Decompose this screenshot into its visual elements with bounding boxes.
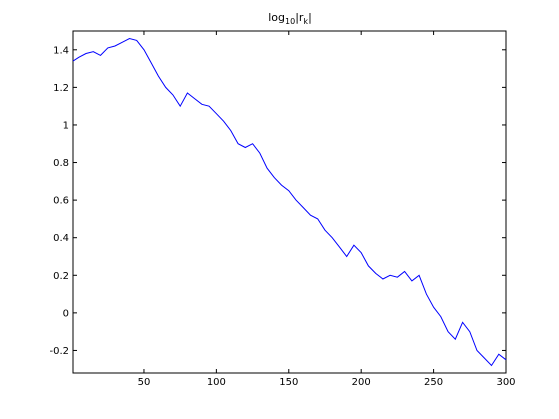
title-var-subscript: k: [303, 17, 308, 26]
x-tick-label: 100: [207, 377, 226, 388]
y-tick-label: 0.8: [53, 158, 69, 169]
plot-area: [72, 30, 507, 374]
y-tick-label: 0.2: [53, 271, 69, 282]
line-layer: [72, 37, 507, 367]
tick-layer: 50 100 150 200 250 300 -0.2 0 0.2 0.4 0.6 0.8 1 1.2 1.…: [49, 31, 516, 388]
y-tick-label: 0.4: [53, 233, 69, 244]
x-tick-label: 50: [138, 377, 151, 388]
y-tick-label: -0.2: [49, 346, 69, 357]
y-tick-label: 1: [63, 120, 69, 131]
y-tick-label: 0.6: [53, 196, 69, 207]
title-base-subscript: 10: [285, 17, 295, 26]
chart-title: log10|rk|: [268, 11, 312, 26]
y-tick-label: 0: [63, 308, 69, 319]
x-tick-label: 300: [496, 377, 515, 388]
x-tick-label: 200: [352, 377, 371, 388]
y-tick-label: 1.4: [53, 45, 69, 56]
title-base: log: [268, 11, 285, 24]
x-tick-label: 150: [279, 377, 298, 388]
series-line-0: [72, 37, 507, 367]
title-bar-close: |: [308, 11, 312, 24]
title-bar-open: |r: [295, 11, 304, 24]
x-tick-label: 250: [424, 377, 443, 388]
y-tick-label: 1.2: [53, 83, 69, 94]
